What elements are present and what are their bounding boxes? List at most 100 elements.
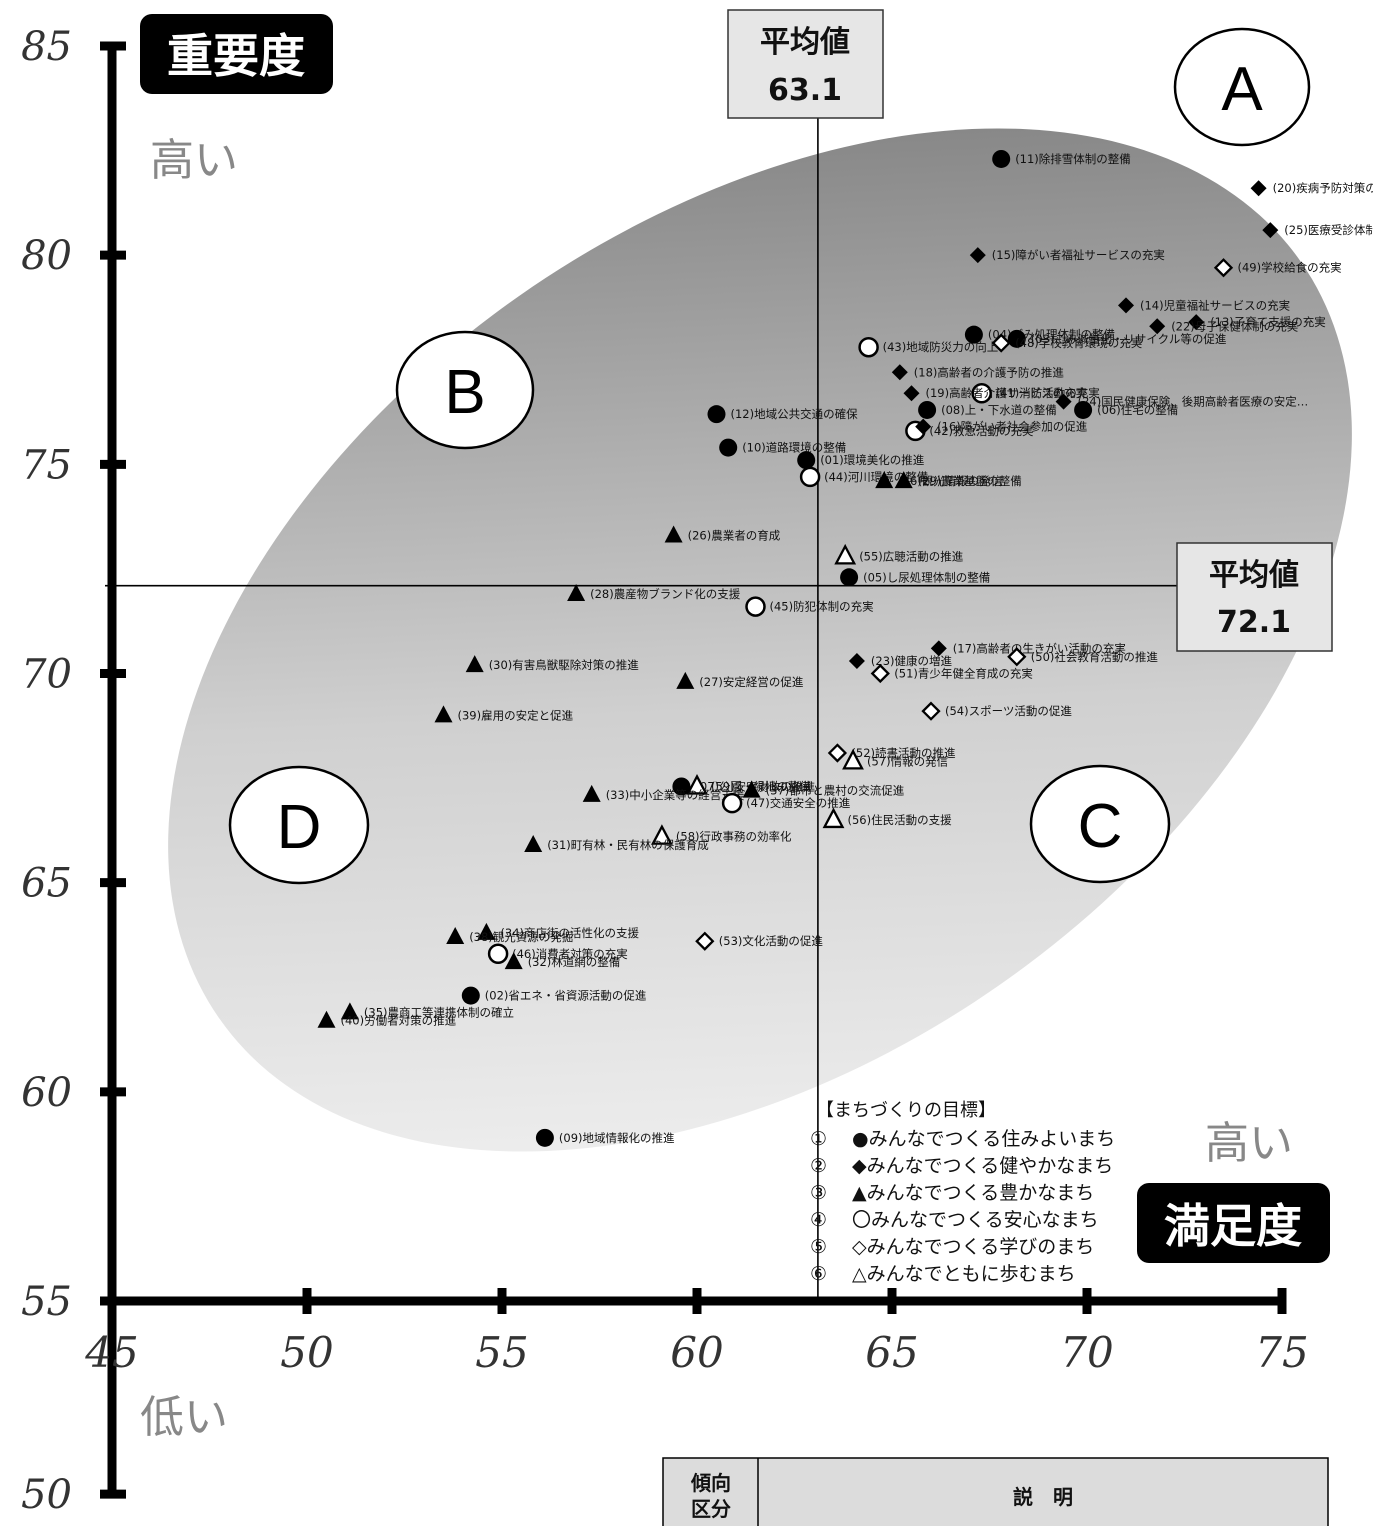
data-points: (11)除排雪体制の整備 (20)疾病予防対策の充実 (25)医療受診体制の充実 (1… <box>317 149 1373 1147</box>
table-col2: 説 明 <box>1013 1485 1073 1509</box>
data-point: (16)障がい者社会参加の促進 <box>915 418 1088 435</box>
y-tick-label: 50 <box>21 1472 72 1518</box>
point-marker <box>870 663 890 684</box>
point-marker <box>991 333 1011 353</box>
point-marker <box>695 931 715 951</box>
point-label: (48)学校教育環境の充実 <box>1015 336 1142 350</box>
legend-num-3: ③ <box>810 1182 827 1204</box>
point-marker <box>707 405 726 424</box>
point-marker <box>894 471 913 489</box>
data-point: (36)観光情報の発信 <box>875 471 1002 489</box>
point-label: (41)消防活動の充実 <box>996 386 1100 400</box>
y-tick-label: 75 <box>21 442 72 488</box>
x-tick-label: 65 <box>865 1328 918 1377</box>
data-point: (22)母子保健体制の充実 <box>1149 318 1298 335</box>
avg-x-value: 63.1 <box>768 73 842 108</box>
quadrant-c: C <box>1029 764 1171 884</box>
x-tick-label: 75 <box>1255 1328 1308 1377</box>
point-label: (24)国民健康保険、後期高齢者医療の安定… <box>1078 395 1309 409</box>
data-point: (41)消防活動の充実 <box>971 382 1100 404</box>
data-point: (18)高齢者の介護予防の推進 <box>891 364 1065 381</box>
point-marker <box>1007 329 1026 348</box>
point-marker <box>650 824 673 845</box>
point-label: (43)地域防災力の向上 <box>883 340 999 354</box>
data-point: (06)住宅の整備 <box>1074 400 1178 419</box>
x-tick-label: 50 <box>280 1328 333 1377</box>
point-label: (53)文化活動の促進 <box>719 934 824 948</box>
point-marker <box>1213 258 1234 278</box>
point-label: (18)高齢者の介護予防の推進 <box>914 365 1065 379</box>
point-marker <box>840 568 859 587</box>
avg-x-box: 平均値 63.1 <box>727 9 884 119</box>
avg-y-box: 平均値 72.1 <box>1176 542 1333 652</box>
point-marker <box>915 418 932 435</box>
point-marker <box>446 927 465 945</box>
legend-text-3: ▲みんなでつくる豊かなまち <box>852 1182 1094 1204</box>
data-point: (51)青少年健全育成の充実 <box>870 663 1033 684</box>
point-label: (37)都市と農村の交流促進 <box>766 784 905 798</box>
data-point: (37)都市と農村の交流促進 <box>742 780 905 798</box>
legend-text-5: ◇みんなでつくる学びのまち <box>852 1236 1094 1258</box>
point-label: (05)し尿処理体制の整備 <box>863 570 990 584</box>
data-point: (09)地域情報化の推進 <box>535 1128 675 1147</box>
point-marker <box>858 336 879 358</box>
data-point: (33)中小企業等の経営支援 <box>582 784 745 802</box>
y-tick-label: 65 <box>21 861 72 907</box>
point-marker <box>742 780 761 798</box>
point-marker <box>903 385 920 402</box>
point-marker <box>1149 318 1166 335</box>
point-label: (32)林道網の整備 <box>528 955 621 969</box>
data-point: (48)学校教育環境の充実 <box>991 333 1142 353</box>
point-label: (45)防犯体制の充実 <box>770 600 874 614</box>
point-marker <box>1055 393 1072 410</box>
point-marker <box>477 922 496 940</box>
point-label: (31)町有林・民有林の保護育成 <box>547 838 709 852</box>
point-label: (08)上・下水道の整備 <box>941 403 1057 417</box>
data-point: (34)商店街の活性化の支援 <box>477 922 640 940</box>
point-marker <box>686 773 708 795</box>
point-label: (35)農商工等連携体制の確立 <box>364 1005 514 1019</box>
data-point: (08)上・下水道の整備 <box>918 400 1057 419</box>
point-label: (13)子育て支援の充実 <box>1210 315 1326 329</box>
data-point: (46)消費者対策の充実 <box>487 943 628 965</box>
point-label: (58)行政事務の効率化 <box>676 830 792 844</box>
data-point: (17)高齢者の生きがい活動の充実 <box>930 640 1126 657</box>
data-point: (49)学校給食の充実 <box>1213 258 1342 278</box>
point-marker <box>797 451 816 470</box>
data-point: (12)地域公共交通の確保 <box>707 405 859 424</box>
point-label: (40)労働者対策の推進 <box>341 1014 457 1028</box>
legend-text-4: 〇みんなでつくる安心なまち <box>852 1209 1099 1231</box>
point-marker <box>992 149 1011 168</box>
point-marker <box>676 671 695 689</box>
data-point: (39)雇用の安定と促進 <box>434 705 574 723</box>
quadrant-a: A <box>1173 27 1311 147</box>
data-point: (19)高齢者介護サービスの充実 <box>903 385 1087 402</box>
point-label: (59)安定財政の推進 <box>711 779 816 793</box>
x-tick-label: 55 <box>475 1328 528 1377</box>
point-label: (15)障がい者福祉サービスの充実 <box>992 248 1165 262</box>
point-label: (12)地域公共交通の確保 <box>731 407 859 421</box>
svg-text:B: B <box>444 358 485 427</box>
point-label: (54)スポーツ活動の促進 <box>945 704 1072 718</box>
data-point: (29)農業基盤の整備 <box>894 471 1022 489</box>
point-marker <box>1074 400 1093 419</box>
point-label: (16)障がい者社会参加の促進 <box>937 420 1088 434</box>
data-point: (40)労働者対策の推進 <box>317 1010 457 1028</box>
point-marker <box>582 784 601 802</box>
data-point: (05)し尿処理体制の整備 <box>840 568 990 587</box>
point-label: (39)雇用の安定と促進 <box>458 708 574 722</box>
point-marker <box>971 382 992 404</box>
data-point: (52)読書活動の推進 <box>827 743 956 763</box>
y-high-label: 高い <box>150 135 238 186</box>
point-marker <box>1007 647 1027 667</box>
point-label: (14)児童福祉サービスの充実 <box>1140 298 1290 312</box>
point-marker <box>504 952 523 970</box>
point-marker <box>827 743 848 763</box>
point-label: (30)有害鳥獣駆除対策の推進 <box>489 658 640 672</box>
data-point: (25)医療受診体制の充実 <box>1262 222 1373 239</box>
data-point: (10)道路環境の整備 <box>719 438 846 457</box>
data-point: (03)ごみ減量化・リサイクル等の促進 <box>1007 329 1227 348</box>
x-tick-label: 70 <box>1060 1328 1113 1377</box>
svg-text:C: C <box>1078 792 1123 861</box>
